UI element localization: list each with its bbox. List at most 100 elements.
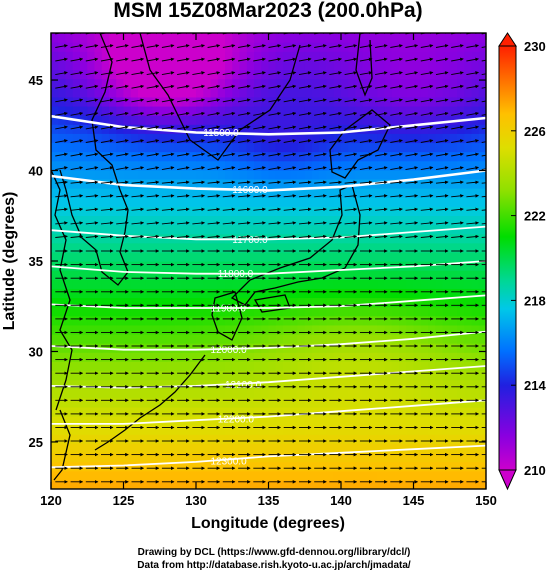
temperature-cell	[435, 297, 444, 308]
temperature-cell	[391, 479, 400, 489]
temperature-cell	[145, 51, 154, 61]
temperature-cell	[377, 115, 386, 125]
temperature-cell	[58, 306, 67, 317]
temperature-cell	[196, 434, 204, 444]
wind-vector	[238, 98, 251, 103]
temperature-cell	[217, 324, 226, 335]
wind-vector	[222, 139, 236, 143]
temperature-cell	[116, 434, 125, 444]
temperature-cell	[442, 60, 451, 71]
temperature-cell	[362, 479, 371, 489]
temperature-cell	[72, 197, 81, 207]
wind-vector	[100, 111, 114, 116]
wind-vector	[466, 57, 479, 62]
temperature-cell	[239, 397, 248, 408]
temperature-cell	[384, 96, 393, 107]
temperature-cell	[210, 324, 219, 335]
temperature-cell	[152, 51, 161, 61]
temperature-cell	[391, 251, 400, 262]
temperature-cell	[406, 160, 415, 171]
temperature-cell	[225, 370, 233, 381]
temperature-cell	[297, 306, 306, 317]
temperature-cell	[116, 352, 125, 362]
temperature-cell	[464, 379, 473, 390]
temperature-cell	[268, 33, 277, 43]
temperature-cell	[442, 470, 451, 481]
temperature-cell	[80, 333, 88, 344]
temperature-cell	[319, 352, 328, 362]
temperature-cell	[65, 279, 74, 289]
temperature-cell	[159, 306, 168, 317]
temperature-cell	[94, 206, 103, 216]
temperature-cell	[181, 306, 190, 317]
temperature-cell	[246, 370, 255, 381]
temperature-cell	[181, 33, 190, 43]
temperature-cell	[159, 60, 168, 71]
temperature-cell	[58, 416, 67, 426]
temperature-cell	[101, 306, 110, 317]
temperature-cell	[145, 443, 154, 454]
temperature-cell	[145, 452, 154, 463]
temperature-cell	[51, 242, 59, 253]
temperature-cell	[370, 343, 378, 353]
temperature-cell	[261, 151, 270, 162]
temperature-cell	[297, 206, 306, 216]
temperature-cell	[152, 33, 161, 43]
temperature-cell	[232, 397, 241, 408]
coastline-taiwan	[53, 409, 71, 481]
temperature-cell	[116, 315, 125, 326]
temperature-cell	[254, 105, 262, 116]
temperature-cell	[203, 188, 212, 198]
temperature-cell	[471, 425, 480, 435]
temperature-cell	[464, 124, 473, 134]
temperature-cell	[58, 279, 67, 289]
wind-vector	[375, 44, 388, 48]
temperature-cell	[449, 115, 458, 125]
temperature-cell	[181, 133, 190, 144]
temperature-cell	[312, 397, 320, 408]
wind-vector	[298, 44, 312, 48]
temperature-cell	[326, 178, 335, 189]
wind-vector	[466, 166, 479, 171]
temperature-cell	[362, 452, 371, 463]
temperature-cell	[94, 297, 103, 308]
temperature-cell	[435, 251, 444, 262]
temperature-cell	[464, 461, 473, 472]
temperature-cell	[290, 115, 299, 125]
temperature-cell	[261, 87, 270, 98]
wind-vector	[390, 221, 403, 225]
temperature-cell	[203, 352, 212, 362]
temperature-cell	[232, 333, 241, 344]
temperature-cell	[167, 388, 175, 399]
temperature-cell	[210, 105, 219, 116]
temperature-cell	[196, 461, 204, 472]
temperature-cell	[246, 251, 255, 262]
wind-vector	[390, 98, 403, 103]
temperature-cell	[138, 169, 146, 180]
temperature-cell	[116, 87, 125, 98]
temperature-cell	[196, 479, 204, 489]
temperature-cell	[471, 406, 480, 417]
temperature-cell	[232, 224, 241, 235]
temperature-cell	[167, 425, 175, 435]
wind-vector	[359, 111, 373, 116]
temperature-cell	[152, 42, 161, 52]
temperature-cell	[464, 306, 473, 317]
temperature-cell	[413, 388, 422, 399]
temperature-cell	[319, 206, 328, 216]
wind-vector	[298, 84, 312, 89]
temperature-cell	[435, 425, 444, 435]
temperature-cell	[304, 288, 313, 299]
temperature-cell	[196, 352, 204, 362]
temperature-cell	[420, 178, 429, 189]
temperature-cell	[428, 479, 436, 489]
temperature-cell	[326, 324, 335, 335]
temperature-cell	[116, 151, 125, 162]
temperature-cell	[261, 142, 270, 153]
temperature-cell	[181, 425, 190, 435]
wind-vector	[466, 84, 479, 89]
temperature-cell	[413, 297, 422, 308]
temperature-cell	[101, 352, 110, 362]
temperature-cell	[312, 279, 320, 289]
temperature-cell	[348, 361, 357, 372]
